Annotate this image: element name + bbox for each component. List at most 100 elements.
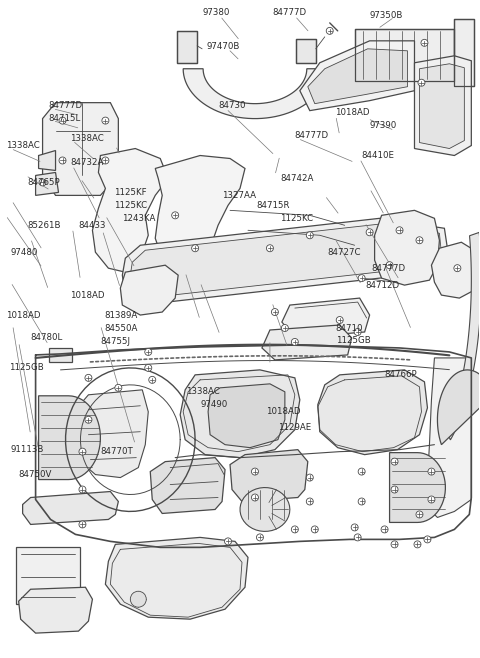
- Text: 1338AC: 1338AC: [6, 141, 39, 150]
- Circle shape: [381, 526, 388, 533]
- Circle shape: [391, 486, 398, 493]
- Polygon shape: [93, 149, 168, 272]
- Circle shape: [256, 534, 264, 541]
- Polygon shape: [48, 348, 72, 362]
- Circle shape: [252, 468, 258, 475]
- Polygon shape: [130, 224, 442, 298]
- Text: 1327AA: 1327AA: [222, 191, 256, 200]
- Circle shape: [428, 496, 435, 503]
- Circle shape: [366, 229, 373, 236]
- Circle shape: [358, 468, 365, 475]
- Text: 84742A: 84742A: [280, 174, 313, 183]
- Text: 97350B: 97350B: [370, 11, 403, 20]
- Circle shape: [130, 592, 146, 607]
- Text: 84777D: 84777D: [48, 101, 83, 110]
- Text: 1018AD: 1018AD: [71, 291, 105, 299]
- Circle shape: [172, 212, 179, 219]
- Text: 84410E: 84410E: [361, 151, 395, 160]
- Text: 84777D: 84777D: [295, 131, 329, 140]
- Polygon shape: [183, 68, 327, 118]
- Circle shape: [386, 262, 393, 268]
- Circle shape: [59, 117, 66, 124]
- Polygon shape: [296, 39, 316, 63]
- Polygon shape: [445, 232, 480, 440]
- Polygon shape: [300, 41, 415, 111]
- Polygon shape: [415, 56, 471, 155]
- Polygon shape: [390, 453, 445, 522]
- Text: 97470B: 97470B: [206, 42, 240, 51]
- Text: 1125KF: 1125KF: [114, 188, 147, 197]
- Text: 91113B: 91113B: [11, 445, 44, 454]
- Circle shape: [391, 458, 398, 465]
- Circle shape: [39, 179, 46, 186]
- Polygon shape: [72, 390, 148, 478]
- Text: 84770T: 84770T: [100, 447, 133, 456]
- Polygon shape: [150, 457, 225, 513]
- Text: 97490: 97490: [200, 400, 228, 409]
- Polygon shape: [243, 486, 287, 522]
- Text: 97480: 97480: [11, 247, 38, 257]
- Text: 85261B: 85261B: [28, 221, 61, 230]
- Circle shape: [306, 232, 313, 239]
- Polygon shape: [120, 265, 178, 315]
- Text: 84732A: 84732A: [71, 158, 104, 167]
- Text: 1018AD: 1018AD: [266, 407, 300, 417]
- Polygon shape: [122, 218, 447, 305]
- Text: 1125GB: 1125GB: [336, 336, 371, 345]
- Text: 84766P: 84766P: [384, 370, 417, 380]
- Text: 1129AE: 1129AE: [278, 423, 311, 432]
- Circle shape: [59, 157, 66, 164]
- Circle shape: [102, 117, 109, 124]
- Circle shape: [418, 79, 425, 86]
- Polygon shape: [38, 396, 100, 480]
- Polygon shape: [23, 492, 119, 524]
- Circle shape: [312, 526, 318, 533]
- Text: 1018AD: 1018AD: [335, 108, 369, 117]
- Text: 84715L: 84715L: [48, 114, 81, 123]
- Circle shape: [414, 541, 421, 548]
- Text: 1125GB: 1125GB: [9, 363, 43, 372]
- Circle shape: [428, 468, 435, 475]
- Polygon shape: [262, 325, 352, 360]
- Circle shape: [358, 498, 365, 505]
- Circle shape: [421, 39, 428, 46]
- Polygon shape: [180, 370, 300, 457]
- Text: 84730: 84730: [218, 101, 246, 110]
- Circle shape: [252, 494, 258, 501]
- Text: 84780L: 84780L: [31, 334, 63, 342]
- Text: 97390: 97390: [370, 121, 397, 130]
- Circle shape: [79, 448, 86, 455]
- Circle shape: [354, 534, 361, 541]
- Circle shape: [291, 338, 299, 345]
- Polygon shape: [308, 49, 408, 104]
- Polygon shape: [374, 211, 439, 285]
- Polygon shape: [155, 155, 245, 268]
- Polygon shape: [16, 547, 81, 604]
- Circle shape: [354, 328, 361, 336]
- Circle shape: [145, 365, 152, 371]
- Polygon shape: [355, 29, 455, 81]
- Polygon shape: [455, 19, 474, 86]
- Text: 97380: 97380: [202, 9, 229, 17]
- Text: 84765P: 84765P: [28, 178, 60, 187]
- Text: 81389A: 81389A: [104, 311, 138, 320]
- Circle shape: [306, 474, 313, 481]
- Circle shape: [396, 227, 403, 234]
- Text: 84755J: 84755J: [100, 338, 131, 347]
- Circle shape: [79, 521, 86, 528]
- Text: 1338AC: 1338AC: [186, 388, 220, 396]
- Circle shape: [336, 316, 343, 324]
- Circle shape: [85, 417, 92, 423]
- Polygon shape: [208, 384, 285, 447]
- Circle shape: [266, 245, 274, 252]
- Polygon shape: [177, 31, 197, 63]
- Polygon shape: [432, 242, 477, 298]
- Text: 84433: 84433: [78, 221, 106, 230]
- Polygon shape: [106, 538, 248, 619]
- Circle shape: [149, 376, 156, 384]
- Text: 1338AC: 1338AC: [71, 134, 104, 143]
- Circle shape: [85, 374, 92, 382]
- Text: 84715R: 84715R: [256, 201, 289, 210]
- Circle shape: [391, 541, 398, 548]
- Polygon shape: [38, 151, 56, 170]
